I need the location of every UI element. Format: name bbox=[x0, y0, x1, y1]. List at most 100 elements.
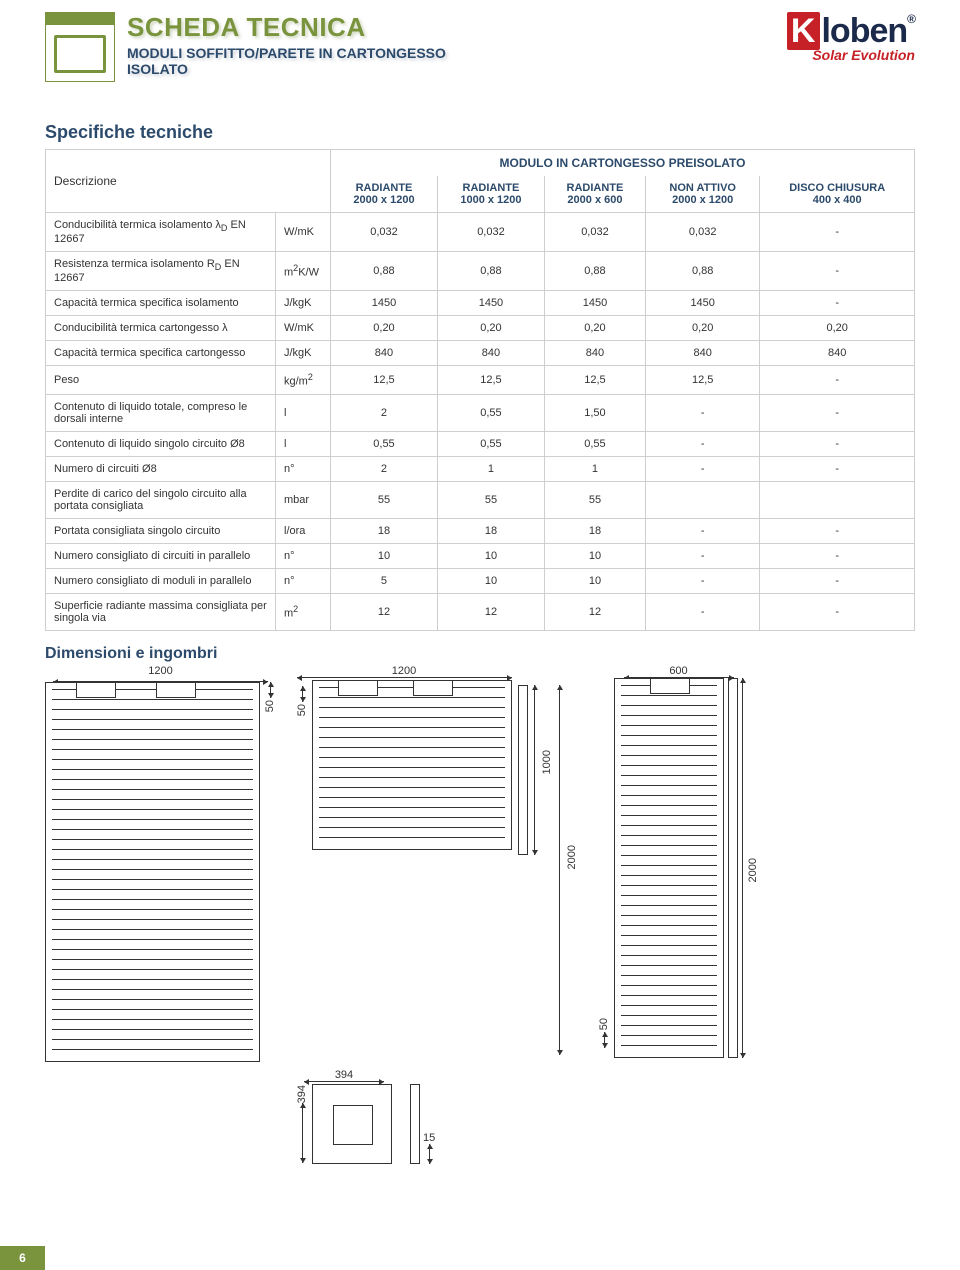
cell: 18 bbox=[544, 519, 645, 544]
row-unit: m2K/W bbox=[276, 252, 331, 291]
table-row: Numero consigliato di circuiti in parall… bbox=[46, 544, 915, 569]
cell: 12,5 bbox=[331, 366, 438, 395]
cell: - bbox=[760, 544, 915, 569]
cell: 0,55 bbox=[544, 432, 645, 457]
cell: 1450 bbox=[437, 291, 544, 316]
cell: 0,20 bbox=[645, 316, 759, 341]
panel-3-col: 600 50 2000 bbox=[598, 665, 759, 1058]
cell bbox=[645, 482, 759, 519]
cell: 0,20 bbox=[760, 316, 915, 341]
cell: 10 bbox=[437, 569, 544, 594]
row-unit: m2 bbox=[276, 594, 331, 631]
dim-2000-b: 2000 bbox=[747, 858, 759, 882]
col-header-2: RADIANTE2000 x 600 bbox=[544, 176, 645, 213]
cell: 55 bbox=[437, 482, 544, 519]
dim-600: 600 bbox=[669, 665, 687, 677]
row-unit: W/mK bbox=[276, 213, 331, 252]
cell: 0,88 bbox=[331, 252, 438, 291]
panel-2-col: 1200 50 bbox=[296, 665, 578, 1164]
cell: 12,5 bbox=[437, 366, 544, 395]
cell: - bbox=[760, 366, 915, 395]
cell: 0,032 bbox=[331, 213, 438, 252]
row-unit: l bbox=[276, 395, 331, 432]
cell: 840 bbox=[437, 341, 544, 366]
dimensions-heading: Dimensioni e ingombri bbox=[45, 645, 915, 663]
row-label: Peso bbox=[46, 366, 276, 395]
row-label: Capacità termica specifica cartongesso bbox=[46, 341, 276, 366]
cell: 12,5 bbox=[645, 366, 759, 395]
document-icon bbox=[45, 12, 115, 82]
col-header-3: NON ATTIVO2000 x 1200 bbox=[645, 176, 759, 213]
cell: 5 bbox=[331, 569, 438, 594]
dim-1200-b: 1200 bbox=[392, 665, 416, 677]
row-label: Capacità termica specifica isolamento bbox=[46, 291, 276, 316]
cell: - bbox=[760, 213, 915, 252]
cell: 10 bbox=[544, 544, 645, 569]
row-unit: l/ora bbox=[276, 519, 331, 544]
cell: 12 bbox=[331, 594, 438, 631]
panel-1 bbox=[45, 682, 260, 1062]
row-label: Contenuto di liquido totale, compreso le… bbox=[46, 395, 276, 432]
cell: 840 bbox=[760, 341, 915, 366]
cell: 1450 bbox=[645, 291, 759, 316]
cell: 0,032 bbox=[645, 213, 759, 252]
cell: 1 bbox=[437, 457, 544, 482]
cell: - bbox=[760, 519, 915, 544]
row-label: Perdite di carico del singolo circuito a… bbox=[46, 482, 276, 519]
table-row: Conducibilità termica cartongesso λW/mK0… bbox=[46, 316, 915, 341]
cell: - bbox=[760, 395, 915, 432]
table-row: Resistenza termica isolamento RD EN 1266… bbox=[46, 252, 915, 291]
col-header-4: DISCO CHIUSURA400 x 400 bbox=[760, 176, 915, 213]
row-unit: W/mK bbox=[276, 316, 331, 341]
cell: - bbox=[645, 395, 759, 432]
cell: 0,20 bbox=[544, 316, 645, 341]
header-titles: SCHEDA TECNICA MODULI SOFFITTO/PARETE IN… bbox=[127, 12, 446, 82]
row-unit: J/kgK bbox=[276, 291, 331, 316]
row-label: Contenuto di liquido singolo circuito Ø8 bbox=[46, 432, 276, 457]
panel-2-sidebar bbox=[518, 685, 528, 855]
brand-logo-main: Kloben® bbox=[787, 12, 915, 51]
table-row: Capacità termica specifica cartongessoJ/… bbox=[46, 341, 915, 366]
page-header: SCHEDA TECNICA MODULI SOFFITTO/PARETE IN… bbox=[45, 0, 915, 82]
cell: 12 bbox=[437, 594, 544, 631]
cell: 18 bbox=[437, 519, 544, 544]
dim-1200-a: 1200 bbox=[148, 665, 172, 677]
logo-k-icon: K bbox=[787, 12, 821, 50]
cell: - bbox=[645, 594, 759, 631]
cell: 12,5 bbox=[544, 366, 645, 395]
dim-394-b: 394 bbox=[296, 1085, 308, 1103]
cell: 0,032 bbox=[437, 213, 544, 252]
doc-subtitle-2: ISOLATO bbox=[127, 61, 446, 77]
table-row: Portata consigliata singolo circuitol/or… bbox=[46, 519, 915, 544]
table-row: Conducibilità termica isolamento λD EN 1… bbox=[46, 213, 915, 252]
col-superheader: MODULO IN CARTONGESSO PREISOLATO bbox=[331, 150, 915, 177]
row-unit: l bbox=[276, 432, 331, 457]
cell: 10 bbox=[331, 544, 438, 569]
cell: 0,55 bbox=[437, 395, 544, 432]
cell: 1 bbox=[544, 457, 645, 482]
panel-3-sidebar bbox=[728, 678, 738, 1058]
cell: 0,88 bbox=[437, 252, 544, 291]
closure-sidebar bbox=[410, 1084, 420, 1164]
cell: - bbox=[760, 457, 915, 482]
cell: 0,88 bbox=[645, 252, 759, 291]
table-row: Contenuto di liquido totale, compreso le… bbox=[46, 395, 915, 432]
cell: 55 bbox=[331, 482, 438, 519]
table-row: Numero di circuiti Ø8n°211-- bbox=[46, 457, 915, 482]
brand-logo: Kloben® Solar Evolution bbox=[787, 12, 915, 63]
cell: 0,88 bbox=[544, 252, 645, 291]
header-left: SCHEDA TECNICA MODULI SOFFITTO/PARETE IN… bbox=[45, 12, 446, 82]
diagrams-area: 1200 50 1200 bbox=[45, 665, 915, 1164]
cell: 1,50 bbox=[544, 395, 645, 432]
cell: 18 bbox=[331, 519, 438, 544]
cell: - bbox=[645, 432, 759, 457]
doc-title: SCHEDA TECNICA bbox=[127, 12, 446, 43]
cell bbox=[760, 482, 915, 519]
row-label: Conducibilità termica isolamento λD EN 1… bbox=[46, 213, 276, 252]
page-number: 6 bbox=[0, 1246, 45, 1270]
row-unit: n° bbox=[276, 544, 331, 569]
panel-closure-disc bbox=[312, 1084, 392, 1164]
row-label: Numero consigliato di moduli in parallel… bbox=[46, 569, 276, 594]
row-label: Resistenza termica isolamento RD EN 1266… bbox=[46, 252, 276, 291]
row-unit: n° bbox=[276, 457, 331, 482]
